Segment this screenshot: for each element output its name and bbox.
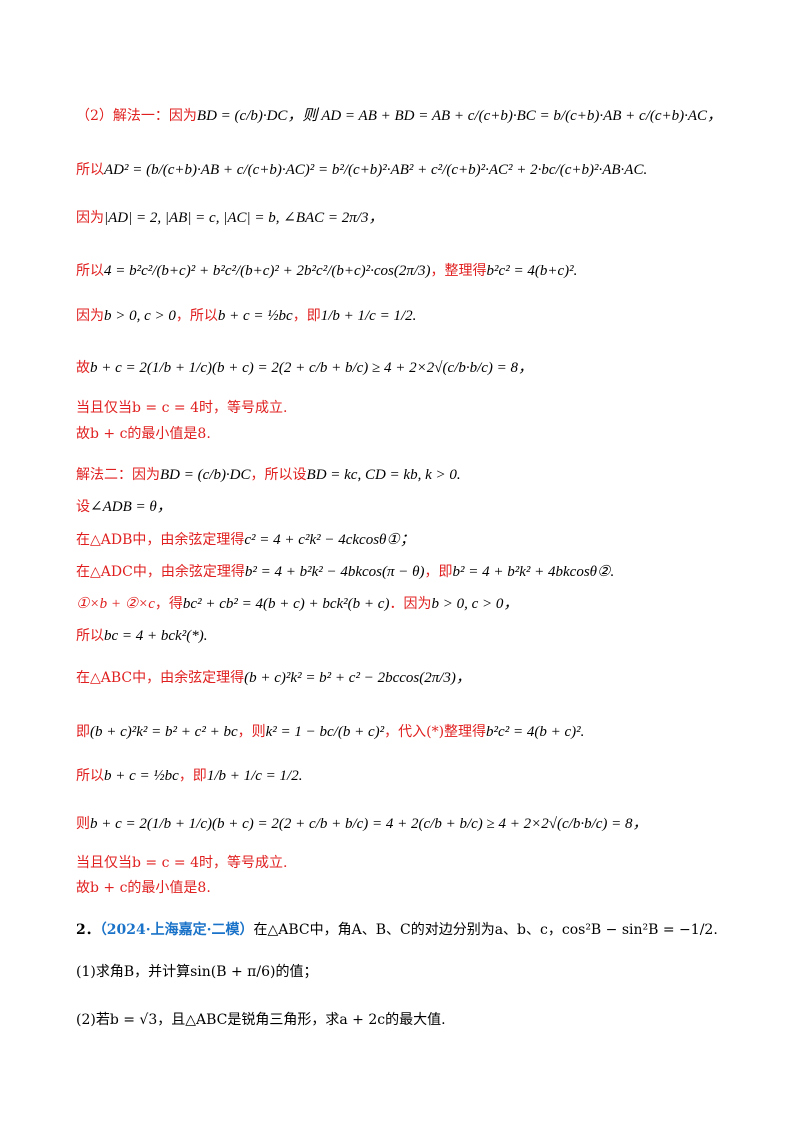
s2-line-3: 在△ADB中，由余弦定理得c² = 4 + c²k² − 4ckcosθ①；	[76, 532, 415, 548]
s2-line-5: ①×b + ②×c，得bc² + cb² = 4(b + c) + bck²(b…	[76, 596, 519, 612]
s2-line-8: 即(b + c)²k² = b² + c² + bc，则k² = 1 − bc/…	[76, 724, 585, 740]
s2-conclusion: 故b + c的最小值是8.	[76, 880, 211, 896]
q2-part-1: (1)求角B，并计算sin(B + π/6)的值；	[76, 964, 318, 980]
s2-line-2: 设∠ADB = θ，	[76, 499, 172, 515]
q2-source: （2024·上海嘉定·二模）	[99, 922, 254, 938]
s1-line-6: 故b + c = 2(1/b + 1/c)(b + c) = 2(2 + c/b…	[76, 360, 534, 376]
s1-conclusion: 故b + c的最小值是8.	[76, 426, 211, 442]
s1-equality-condition: 当且仅当b = c = 4时，等号成立.	[76, 400, 288, 416]
s1-line-1: （2）解法一：因为BD = (c/b)·DC，则 AD = AB + BD = …	[76, 108, 723, 124]
s2-line-7: 在△ABC中，由余弦定理得(b + c)²k² = b² + c² − 2bcc…	[76, 670, 471, 686]
s1-line-3: 因为|AD| = 2, |AB| = c, |AC| = b, ∠BAC = 2…	[76, 210, 384, 226]
s2-line-6: 所以bc = 4 + bck²(*).	[76, 628, 208, 644]
s1-line-5: 因为b > 0, c > 0，所以b + c = ½bc，即1/b + 1/c …	[76, 308, 417, 324]
s2-line-9: 所以b + c = ½bc，即1/b + 1/c = 1/2.	[76, 768, 303, 784]
s2-equality-condition: 当且仅当b = c = 4时，等号成立.	[76, 855, 288, 871]
s1-line-2: 所以AD² = (b/(c+b)·AB + c/(c+b)·AC)² = b²/…	[76, 162, 648, 178]
s2-line-10: 则b + c = 2(1/b + 1/c)(b + c) = 2(2 + c/b…	[76, 816, 648, 832]
q2-part-2: (2)若b = √3，且△ABC是锐角三角形，求a + 2c的最大值.	[76, 1012, 446, 1028]
s2-line-4: 在△ADC中，由余弦定理得b² = 4 + b²k² − 4bkcos(π − …	[76, 564, 615, 580]
s2-line-1: 解法二：因为BD = (c/b)·DC，所以设BD = kc, CD = kb,…	[76, 467, 461, 483]
s1-line-4: 所以4 = b²c²/(b+c)² + b²c²/(b+c)² + 2b²c²/…	[76, 263, 578, 279]
q2-stem: 2．（2024·上海嘉定·二模）在△ABC中，角A、B、C的对边分别为a、b、c…	[76, 922, 718, 938]
